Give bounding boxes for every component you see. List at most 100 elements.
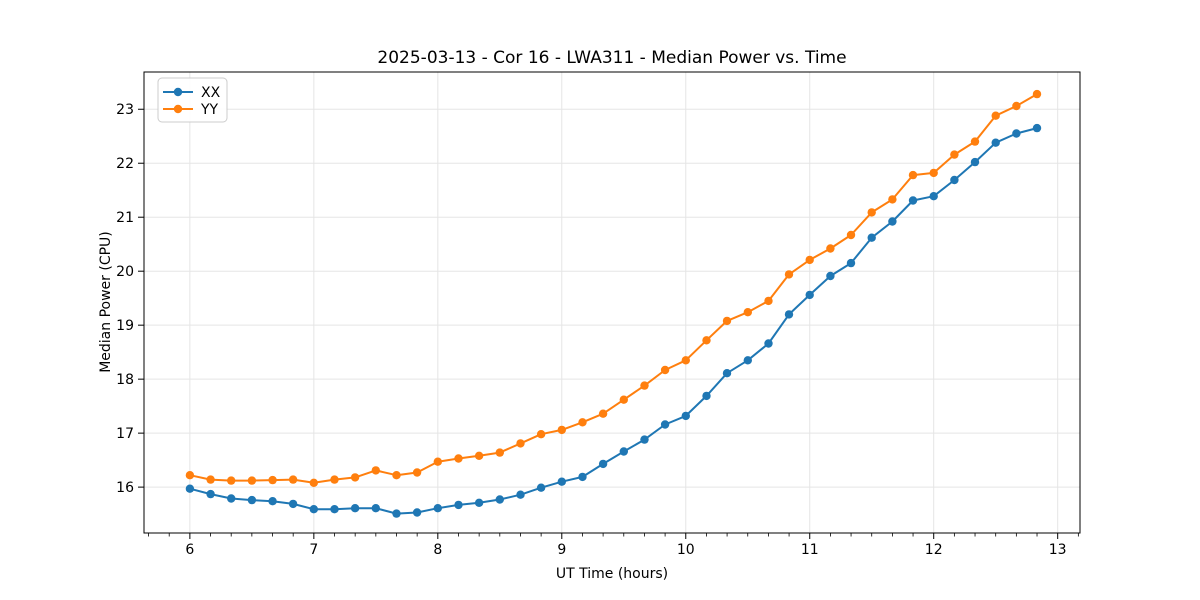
data-point-XX — [454, 500, 463, 510]
y-tick-label: 20 — [116, 264, 134, 280]
data-point-YY — [908, 170, 918, 180]
data-point-XX — [288, 499, 298, 509]
data-point-YY — [681, 356, 690, 365]
data-point-YY — [371, 466, 380, 475]
data-point-YY — [516, 439, 525, 448]
y-tick-label: 16 — [116, 480, 134, 496]
x-tick-label: 8 — [433, 542, 442, 558]
data-point-XX — [722, 369, 732, 378]
data-point-YY — [350, 473, 360, 482]
data-point-XX — [371, 504, 380, 513]
data-point-XX — [970, 157, 980, 167]
data-point-YY — [474, 451, 484, 460]
data-point-YY — [722, 316, 732, 326]
data-point-YY — [330, 475, 339, 484]
data-point-XX — [433, 504, 442, 513]
data-point-YY — [970, 137, 980, 146]
data-point-XX — [950, 175, 959, 185]
data-point-YY — [412, 468, 422, 477]
y-tick-label: 22 — [116, 156, 134, 172]
data-point-XX — [309, 505, 318, 514]
data-point-XX — [227, 494, 236, 503]
data-point-YY — [640, 381, 649, 390]
data-point-XX — [206, 489, 215, 499]
x-axis-label: UT Time (hours) — [556, 566, 668, 582]
data-point-YY — [743, 308, 752, 317]
data-point-XX — [991, 138, 1000, 147]
data-point-YY — [888, 195, 897, 204]
data-point-XX — [536, 483, 546, 492]
data-point-XX — [578, 472, 587, 482]
x-tick-label: 6 — [185, 542, 194, 558]
data-point-YY — [805, 255, 814, 265]
data-point-XX — [888, 217, 897, 226]
data-point-YY — [660, 365, 670, 375]
data-point-YY — [227, 476, 236, 485]
data-point-YY — [578, 418, 587, 427]
series-layer — [185, 89, 1042, 518]
data-point-YY — [702, 336, 711, 345]
data-point-XX — [598, 459, 608, 469]
y-tick-label: 21 — [116, 210, 134, 226]
y-tick-label: 23 — [116, 102, 134, 118]
data-point-YY — [991, 111, 1000, 120]
data-point-XX — [516, 490, 525, 499]
x-tick-label: 11 — [801, 542, 819, 558]
x-tick-label: 7 — [309, 542, 318, 558]
data-point-YY — [268, 475, 277, 485]
data-point-XX — [681, 411, 690, 421]
data-point-YY — [826, 244, 835, 253]
data-point-YY — [185, 471, 195, 480]
chart-title: 2025-03-13 - Cor 16 - LWA311 - Median Po… — [377, 48, 846, 68]
data-point-YY — [867, 208, 876, 217]
data-point-XX — [1012, 129, 1021, 138]
data-point-XX — [702, 391, 711, 401]
data-point-YY — [454, 454, 463, 463]
axes-layer: 6 7 8 9 10 11 12 13 16 17 18 19 20 21 22 23 — [116, 71, 1081, 558]
data-point-XX — [929, 192, 938, 201]
data-point-XX — [640, 435, 649, 444]
data-point-YY — [846, 230, 856, 240]
data-point-YY — [433, 457, 442, 466]
data-point-YY — [929, 168, 938, 178]
data-point-XX — [846, 258, 856, 268]
data-point-YY — [495, 448, 504, 457]
data-point-YY — [536, 430, 546, 439]
data-point-XX — [412, 508, 422, 517]
data-point-XX — [908, 196, 918, 205]
data-point-YY — [619, 395, 628, 404]
series-line-YY — [189, 93, 1038, 484]
x-tick-label: 12 — [925, 542, 943, 558]
data-point-XX — [619, 447, 628, 456]
data-point-YY — [1032, 89, 1042, 99]
data-point-XX — [392, 509, 401, 518]
x-tick-label: 10 — [677, 542, 695, 558]
data-point-YY — [392, 471, 401, 480]
data-point-XX — [826, 271, 835, 281]
data-point-XX — [268, 497, 277, 506]
legend-marker-icon — [173, 104, 183, 114]
data-point-XX — [247, 495, 257, 505]
data-point-XX — [350, 504, 360, 513]
data-point-YY — [950, 150, 959, 159]
series-line-XX — [189, 127, 1038, 515]
x-tick-label: 13 — [1049, 542, 1067, 558]
data-point-YY — [206, 475, 215, 484]
legend-marker-icon — [173, 87, 183, 97]
data-point-XX — [185, 484, 195, 493]
y-tick-label: 19 — [116, 318, 134, 334]
data-point-YY — [764, 296, 773, 306]
legend-label: XX — [201, 85, 221, 101]
data-point-YY — [598, 409, 608, 418]
data-point-XX — [495, 495, 504, 504]
data-point-XX — [805, 290, 814, 300]
y-tick-label: 18 — [116, 372, 134, 388]
data-point-YY — [1012, 101, 1021, 111]
data-point-YY — [784, 270, 794, 279]
data-point-YY — [309, 478, 318, 487]
legend-label: YY — [200, 102, 219, 118]
data-point-XX — [784, 310, 794, 319]
plot-border — [143, 71, 1081, 534]
